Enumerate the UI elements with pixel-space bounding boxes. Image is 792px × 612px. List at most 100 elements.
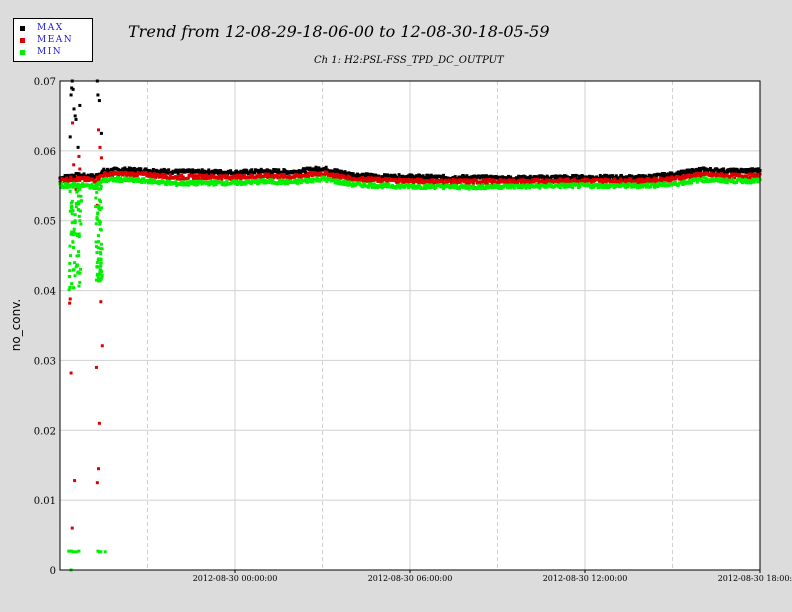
outlier-point-max (78, 103, 82, 107)
point-max (123, 166, 127, 170)
point-mean (365, 179, 369, 183)
point-mean (551, 181, 555, 185)
point-mean (540, 178, 544, 182)
point-max (304, 170, 308, 174)
legend-label-max: MAX (37, 23, 64, 33)
point-mean (329, 175, 333, 179)
point-mean (229, 176, 233, 180)
point-mean (230, 177, 234, 181)
point-min (119, 176, 123, 180)
point-min (71, 245, 75, 249)
point-max (750, 170, 754, 174)
point-min (714, 178, 718, 182)
point-min (142, 177, 146, 181)
point-min (283, 182, 287, 186)
outlier-point-mean (78, 167, 82, 171)
point-max (383, 174, 387, 178)
point-mean (613, 177, 617, 181)
point-mean (186, 176, 190, 180)
point-min (94, 205, 98, 209)
point-min (407, 186, 411, 190)
point-mean (530, 179, 534, 183)
point-min (585, 182, 589, 186)
point-min (253, 180, 257, 184)
point-max (91, 173, 95, 177)
point-max (281, 170, 285, 174)
point-min (77, 235, 81, 239)
point-max (275, 168, 279, 172)
point-min (703, 179, 707, 183)
point-min (95, 191, 99, 195)
point-min (215, 179, 219, 183)
point-mean (493, 178, 497, 182)
point-min (417, 184, 421, 188)
point-min (76, 271, 80, 275)
point-min (258, 178, 262, 182)
point-min (79, 267, 83, 271)
point-mean (177, 174, 181, 178)
point-min (663, 181, 667, 185)
point-mean (307, 174, 311, 178)
point-max (732, 169, 736, 173)
legend-swatch-max (20, 25, 25, 31)
point-mean (267, 172, 271, 176)
point-mean (483, 181, 487, 185)
point-mean (65, 176, 69, 180)
point-min (98, 200, 102, 204)
point-mean (148, 172, 152, 176)
point-min (148, 180, 152, 184)
point-mean (191, 177, 195, 181)
y-tick-label: 0.02 (34, 426, 56, 437)
point-min (73, 274, 77, 278)
outlier-point-min (74, 550, 78, 554)
point-min (191, 181, 195, 185)
point-max (660, 174, 664, 178)
point-min (70, 230, 74, 234)
point-min (135, 179, 139, 183)
point-max (660, 172, 664, 176)
point-mean (366, 176, 370, 180)
point-mean (156, 173, 160, 177)
point-max (370, 173, 374, 177)
point-max (245, 169, 249, 173)
point-min (646, 182, 650, 186)
point-mean (583, 177, 587, 181)
point-mean (598, 180, 602, 184)
point-min (493, 183, 497, 187)
point-min (521, 183, 525, 187)
point-max (712, 170, 716, 174)
point-max (611, 174, 615, 178)
legend-item-mean: MEAN (20, 34, 73, 46)
point-min (66, 182, 70, 186)
point-min (745, 181, 749, 185)
point-max (489, 174, 493, 178)
point-min (271, 178, 275, 182)
point-min (255, 179, 259, 183)
point-min (67, 288, 71, 292)
point-min (358, 181, 362, 185)
point-max (193, 170, 197, 174)
point-mean (403, 181, 407, 185)
point-min (207, 183, 211, 187)
point-min (622, 183, 626, 187)
point-min (72, 230, 76, 234)
point-min (97, 182, 101, 186)
point-min (325, 179, 329, 183)
point-mean (259, 173, 263, 177)
point-max (430, 174, 434, 178)
point-min (512, 186, 516, 190)
point-min (74, 202, 78, 206)
point-min (97, 204, 101, 208)
point-max (730, 169, 734, 173)
point-max (258, 171, 262, 175)
point-min (71, 286, 75, 290)
point-min (350, 182, 354, 186)
point-mean (337, 174, 341, 178)
point-min (329, 177, 333, 181)
point-mean (444, 178, 448, 182)
point-min (571, 186, 575, 190)
point-min (68, 274, 72, 278)
point-min (100, 274, 104, 278)
point-min (682, 179, 686, 183)
point-min (206, 180, 210, 184)
